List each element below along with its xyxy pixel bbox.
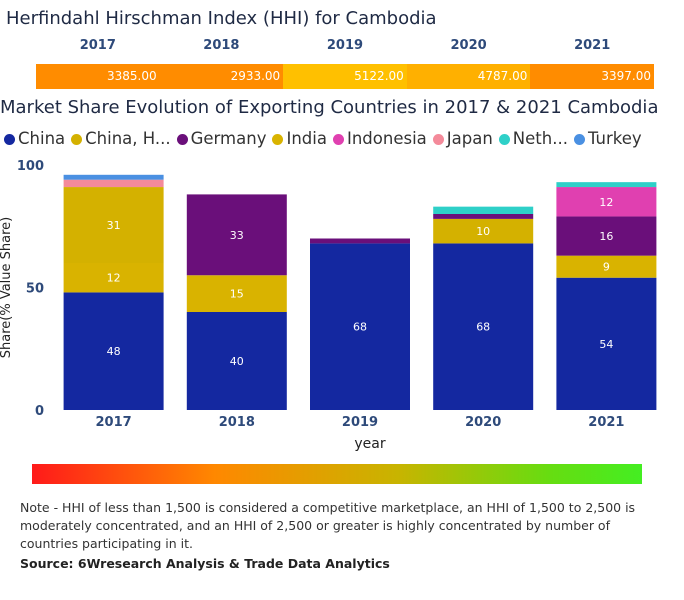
legend-item-china[interactable]: China: [4, 129, 65, 148]
source-text: Source: 6Wresearch Analysis & Trade Data…: [20, 556, 390, 571]
bar-segment-germany-2018: [186, 194, 287, 276]
chart-legend: China China, H... Germany India Indonesia Jap…: [4, 129, 648, 153]
legend-dot-icon: [272, 134, 284, 145]
bar-segment-japan-2017: [63, 179, 164, 188]
bar-segment-turkey-2017: [63, 174, 164, 180]
bar-segment-china-2019: [310, 243, 410, 410]
legend-item-neth[interactable]: Neth...: [498, 129, 568, 148]
bar-segment-germany-2020: [433, 214, 534, 219]
legend-label: Indonesia: [346, 129, 427, 148]
data-label: 48: [107, 345, 121, 358]
chart-title: Market Share Evolution of Exporting Coun…: [0, 97, 659, 118]
legend-dot-icon: [573, 134, 585, 145]
legend-item-japan[interactable]: Japan: [432, 129, 493, 148]
legend-label: Turkey: [587, 129, 642, 148]
stacked-bar-chart: 0 50 100 Share(% Value Share) 48 12 31 2017 40 15…: [0, 159, 657, 452]
data-label: 68: [353, 321, 367, 334]
legend-item-india[interactable]: India: [272, 129, 327, 148]
x-tick-label: 2017: [96, 415, 132, 430]
hhi-year-2017: 2017: [79, 38, 116, 53]
bar-segment-india-2018: [186, 275, 287, 312]
bar-segment-india-2021: [556, 255, 657, 278]
bar-segment-indonesia-2021: [556, 187, 657, 217]
hhi-year-header: 2017 2018 2019 2020 2021: [36, 38, 654, 56]
bar-segment-germany-2019: [310, 238, 410, 244]
data-label: 33: [230, 229, 244, 242]
hhi-value-2020: 4787.00: [406, 64, 531, 89]
legend-label: Neth...: [512, 129, 568, 148]
legend-label: Germany: [190, 129, 267, 148]
hhi-value-2019: 5122.00: [283, 64, 407, 89]
x-tick-label: 2018: [219, 415, 255, 430]
hhi-year-2021: 2021: [574, 38, 611, 53]
hhi-value-2018: 2933.00: [159, 64, 284, 89]
legend-dot-icon: [332, 134, 344, 145]
legend-label: China, H...: [85, 129, 171, 148]
y-tick-label: 100: [17, 159, 44, 174]
legend-item-indonesia[interactable]: Indonesia: [332, 129, 427, 148]
data-label: 12: [599, 196, 613, 209]
data-label: 16: [599, 230, 613, 243]
legend-label: India: [286, 129, 327, 148]
bar-segment-china-h-2017: [63, 187, 164, 263]
hhi-value-2017: 3385.00: [36, 64, 160, 89]
bar-segment-china-2020: [433, 243, 534, 410]
x-tick-label: 2021: [588, 415, 624, 430]
hhi-year-2018: 2018: [203, 38, 240, 53]
hhi-year-2019: 2019: [326, 38, 364, 53]
legend-dot-icon: [432, 134, 444, 145]
data-label: 12: [107, 272, 121, 285]
legend-dot-icon: [498, 134, 510, 145]
data-label: 15: [230, 288, 244, 301]
hhi-year-2020: 2020: [450, 38, 487, 53]
hhi-title: Herfindahl Hirschman Index (HHI) for Cam…: [6, 8, 437, 29]
bar-segment-china-2021: [556, 277, 657, 410]
x-tick-label: 2020: [465, 415, 501, 430]
legend-item-china-h[interactable]: China, H...: [71, 129, 171, 148]
bar-segment-china-2017: [63, 292, 164, 410]
legend-dot-icon: [176, 134, 188, 145]
hhi-value-strip: 3385.00 2933.00 5122.00 4787.00 3397.00: [36, 64, 654, 89]
data-label: 31: [107, 219, 121, 232]
legend-item-germany[interactable]: Germany: [176, 129, 267, 148]
note-text: Note - HHI of less than 1,500 is conside…: [20, 500, 636, 551]
y-axis-title: Share(% Value Share): [0, 217, 14, 359]
data-label: 68: [476, 321, 490, 334]
y-tick-label: 0: [35, 404, 44, 419]
hhi-value-2021: 3397.00: [530, 64, 654, 89]
data-label: 9: [603, 261, 610, 274]
bar-segment-china-h-2020: [433, 218, 534, 244]
bar-segment-india-2017: [63, 263, 164, 293]
data-label: 54: [599, 338, 613, 351]
y-tick-label: 50: [26, 282, 44, 297]
legend-dot-icon: [71, 134, 83, 145]
data-label: 40: [230, 355, 244, 368]
bar-segment-germany-2021: [556, 216, 657, 256]
data-label: 10: [476, 225, 490, 238]
bar-segment-china-2018: [186, 312, 287, 410]
legend-dot-icon: [4, 134, 15, 145]
x-axis-title: year: [354, 436, 385, 452]
bar-segment-neth-2020: [433, 206, 534, 214]
hhi-color-scale: [32, 464, 642, 484]
x-tick-label: 2019: [342, 415, 378, 430]
bar-segment-neth-2021: [556, 182, 657, 188]
legend-label: China: [18, 129, 66, 148]
legend-item-turkey[interactable]: Turkey: [573, 129, 642, 148]
legend-label: Japan: [446, 129, 493, 148]
